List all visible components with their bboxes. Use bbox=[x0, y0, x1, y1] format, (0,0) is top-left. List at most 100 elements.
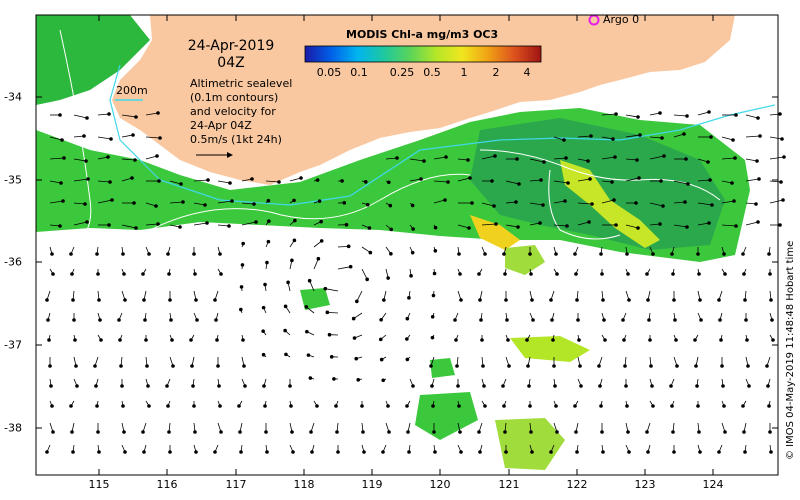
velocity-arrow-head bbox=[573, 252, 577, 256]
lon-tick-label: 124 bbox=[702, 478, 724, 491]
lon-tick-label: 119 bbox=[361, 478, 383, 491]
velocity-arrow bbox=[325, 288, 339, 292]
velocity-arrow-head bbox=[85, 220, 89, 224]
velocity-arrow-head bbox=[755, 159, 759, 163]
velocity-arrow-head bbox=[120, 384, 124, 388]
high-chl-streak-2 bbox=[470, 215, 520, 250]
velocity-arrow-head bbox=[239, 285, 244, 289]
velocity-arrow bbox=[721, 157, 736, 160]
colorbar-tick: 2 bbox=[492, 66, 500, 79]
patch-2 bbox=[510, 336, 590, 362]
velocity-arrow-head bbox=[647, 318, 651, 322]
velocity-arrow-head bbox=[178, 225, 182, 229]
velocity-arrow-head bbox=[433, 249, 438, 253]
velocity-arrow-head bbox=[219, 430, 223, 434]
velocity-arrow-head bbox=[254, 220, 258, 224]
velocity-arrow-head bbox=[316, 256, 321, 261]
velocity-arrow-head bbox=[746, 364, 750, 368]
velocity-arrow-head bbox=[717, 450, 721, 454]
velocity-arrow-head bbox=[106, 155, 110, 159]
velocity-arrow-head bbox=[99, 338, 103, 342]
velocity-arrow bbox=[553, 157, 567, 160]
velocity-arrow-head bbox=[62, 156, 66, 160]
velocity-arrow-head bbox=[528, 252, 532, 256]
velocity-arrow-head bbox=[156, 222, 160, 226]
velocity-arrow-head bbox=[389, 227, 394, 232]
velocity-arrow-head bbox=[707, 221, 711, 225]
velocity-arrow-head bbox=[237, 404, 241, 408]
colorbar-tick: 0.05 bbox=[316, 66, 342, 79]
velocity-arrow-head bbox=[693, 338, 697, 342]
velocity-arrow-head bbox=[158, 136, 162, 140]
velocity-arrow-head bbox=[706, 160, 710, 164]
velocity-arrow-head bbox=[627, 450, 631, 454]
velocity-arrow bbox=[169, 180, 182, 185]
velocity-arrow-head bbox=[218, 404, 222, 408]
velocity-arrow bbox=[529, 202, 544, 206]
velocity-arrow-head bbox=[387, 430, 391, 434]
velocity-arrow bbox=[577, 178, 591, 182]
velocity-arrow-head bbox=[769, 450, 773, 454]
velocity-arrow-head bbox=[723, 272, 727, 276]
velocity-arrow-head bbox=[454, 338, 458, 342]
velocity-arrow-head bbox=[686, 182, 690, 186]
velocity-arrow-head bbox=[319, 239, 324, 243]
velocity-arrow-head bbox=[58, 113, 62, 117]
velocity-arrow-head bbox=[354, 356, 359, 361]
velocity-arrow-head bbox=[457, 404, 461, 408]
velocity-arrow-head bbox=[671, 430, 675, 434]
velocity-arrow-head bbox=[658, 222, 662, 226]
velocity-arrow-head bbox=[551, 338, 555, 342]
velocity-arrow bbox=[145, 136, 161, 139]
velocity-arrow-head bbox=[457, 252, 461, 256]
velocity-arrow-head bbox=[143, 318, 147, 322]
velocity-arrow bbox=[313, 258, 319, 270]
velocity-arrow-head bbox=[529, 430, 533, 434]
velocity-arrow-head bbox=[277, 180, 281, 184]
isobath-200m bbox=[109, 64, 776, 206]
velocity-arrow-head bbox=[747, 384, 751, 388]
lon-tick-label: 123 bbox=[634, 478, 656, 491]
velocity-arrow-head bbox=[70, 272, 74, 276]
velocity-arrow-head bbox=[698, 298, 702, 302]
velocity-arrow bbox=[73, 158, 87, 162]
velocity-arrow-head bbox=[599, 404, 603, 408]
velocity-arrow-head bbox=[626, 430, 630, 434]
velocity-arrow-head bbox=[767, 404, 771, 408]
velocity-arrow-head bbox=[405, 404, 409, 408]
colorbar-tick: 1 bbox=[460, 66, 468, 79]
velocity-arrow-head bbox=[367, 226, 372, 230]
velocity-arrow bbox=[217, 200, 233, 204]
velocity-arrow-head bbox=[267, 219, 271, 223]
velocity-arrow-head bbox=[190, 364, 194, 368]
velocity-arrow-head bbox=[483, 252, 487, 256]
velocity-arrow bbox=[601, 136, 614, 140]
lon-tick-label: 116 bbox=[156, 478, 178, 491]
velocity-arrow-head bbox=[205, 221, 209, 225]
velocity-arrow-head bbox=[549, 450, 553, 454]
velocity-arrow-head bbox=[636, 226, 640, 230]
velocity-arrow-head bbox=[648, 338, 652, 342]
colorbar-tick: 0.5 bbox=[423, 66, 441, 79]
velocity-arrow-head bbox=[758, 134, 762, 138]
lon-tick-label: 122 bbox=[566, 478, 588, 491]
velocity-arrow-head bbox=[480, 338, 484, 342]
velocity-arrow-head bbox=[742, 430, 746, 434]
velocity-arrow bbox=[553, 224, 568, 227]
velocity-arrow-head bbox=[405, 316, 410, 321]
velocity-arrow bbox=[193, 179, 209, 182]
velocity-arrow-head bbox=[433, 225, 438, 230]
colorbar-tick: 0.25 bbox=[389, 66, 415, 79]
velocity-arrow-head bbox=[206, 178, 210, 182]
velocity-arrow-head bbox=[227, 224, 231, 228]
velocity-arrow-head bbox=[107, 223, 111, 227]
velocity-arrow-head bbox=[213, 450, 217, 454]
velocity-arrow bbox=[481, 223, 497, 226]
velocity-arrow bbox=[457, 224, 470, 229]
velocity-arrow-head bbox=[291, 450, 295, 454]
velocity-arrow-head bbox=[45, 298, 49, 302]
velocity-arrow bbox=[505, 224, 519, 228]
velocity-arrow-head bbox=[610, 180, 614, 184]
velocity-arrow-head bbox=[98, 318, 102, 322]
velocity-arrow bbox=[721, 136, 734, 141]
